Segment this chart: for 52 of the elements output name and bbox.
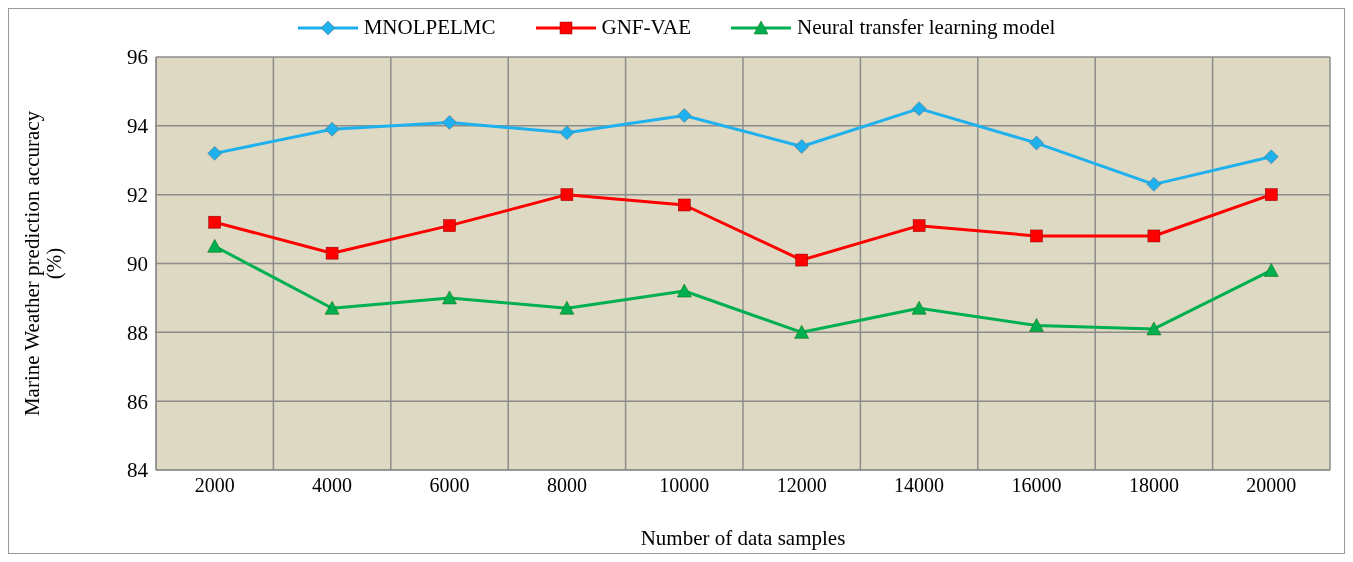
point [677, 283, 692, 298]
legend-label: MNOLPELMC [363, 15, 496, 40]
x-tick-label: 18000 [1128, 474, 1179, 497]
y-tick-label: 88 [127, 320, 148, 345]
point [912, 219, 926, 232]
x-tick-label: 12000 [776, 474, 827, 497]
legend-label: GNF-VAE [601, 15, 691, 40]
point [911, 300, 927, 315]
y-axis-title: Marine Weather prediction accuracy (%) [20, 110, 66, 417]
point [559, 125, 575, 140]
point [442, 290, 457, 305]
legend-label: Neural transfer learning model [797, 15, 1056, 40]
point [207, 146, 222, 161]
point [794, 325, 809, 339]
x-tick-label: 10000 [659, 474, 710, 497]
point [795, 253, 808, 267]
point [324, 122, 340, 137]
y-tick-label: 94 [127, 114, 149, 139]
point [207, 239, 222, 253]
x-tick-label: 16000 [1011, 474, 1062, 497]
point [1029, 318, 1044, 332]
y-tick-label: 92 [127, 183, 148, 208]
point [324, 300, 340, 315]
point [794, 139, 809, 154]
x-tick-label: 4000 [312, 474, 353, 497]
x-tick-label: 20000 [1246, 474, 1297, 497]
point [1265, 188, 1278, 201]
point [678, 198, 691, 212]
point [1147, 229, 1161, 243]
x-axis-title: Number of data samples [640, 526, 846, 550]
y-tick-label: 90 [127, 251, 148, 276]
point [677, 108, 692, 123]
point [208, 215, 221, 229]
y-tick-label: 84 [127, 458, 149, 483]
y-tick-label: 96 [127, 45, 148, 70]
point [1264, 149, 1279, 165]
point [443, 219, 456, 232]
point [1029, 135, 1044, 151]
x-tick-label: 2000 [194, 474, 235, 497]
point [1030, 229, 1043, 243]
point [1146, 321, 1162, 336]
point [325, 246, 339, 260]
point [1146, 177, 1162, 192]
point [560, 188, 574, 201]
point [559, 300, 575, 315]
x-tick-label: 6000 [429, 474, 470, 497]
point [911, 101, 927, 116]
point [1264, 263, 1279, 277]
x-tick-label: 14000 [894, 474, 945, 497]
y-tick-label: 86 [127, 389, 148, 414]
x-tick-label: 8000 [546, 474, 587, 497]
point [442, 115, 457, 130]
